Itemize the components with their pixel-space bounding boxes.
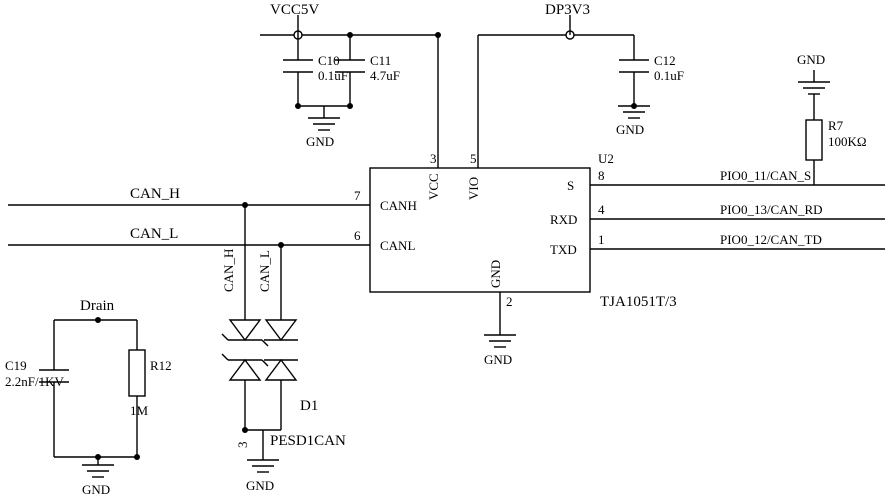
- r12-ref: R12: [150, 358, 172, 373]
- diode-d1: CAN_H CAN_L 3: [221, 205, 346, 493]
- net-can-l: CAN_L: [8, 226, 370, 248]
- ic-txd-label: TXD: [550, 242, 577, 257]
- ic-vcc-label: VCC: [426, 173, 441, 200]
- vcc5v-label: VCC5V: [270, 2, 319, 18]
- ic-part: TJA1051T/3: [600, 294, 677, 310]
- canl-label: CAN_L: [130, 226, 178, 242]
- res-r7: R7 100KΩ: [806, 118, 867, 185]
- pio-rd-label: PIO0_13/CAN_RD: [720, 202, 823, 217]
- net-can-rd: PIO0_13/CAN_RD: [590, 202, 885, 219]
- net-can-h: CAN_H: [8, 186, 370, 208]
- d1-pin3: 3: [235, 442, 250, 449]
- u2-ref: U2: [598, 151, 614, 166]
- c12-ref: C12: [654, 53, 676, 68]
- d1-pin1: CAN_H: [221, 249, 236, 292]
- gnd-drain-label: GND: [82, 482, 110, 497]
- c19-ref: C19: [5, 358, 27, 373]
- ic-canh-label: CANH: [380, 198, 417, 213]
- gnd-c10-c11: GND: [295, 103, 353, 149]
- c11-ref: C11: [370, 53, 391, 68]
- gnd-r7-label: GND: [797, 52, 825, 67]
- net-can-s: PIO0_11/CAN_S: [590, 168, 885, 185]
- ic-u2: U2 CANH CANL S RXD TXD VCC VIO GND 3 5 7…: [354, 151, 677, 310]
- pio-s-label: PIO0_11/CAN_S: [720, 168, 811, 183]
- c10-val: 0.1uF: [318, 68, 348, 83]
- dp3v3-label: DP3V3: [545, 2, 590, 18]
- cap-c12: C12 0.1uF GND: [616, 53, 684, 137]
- pio-td-label: PIO0_12/CAN_TD: [720, 232, 822, 247]
- ic-pin1: 1: [598, 232, 605, 247]
- net-dp3v3: DP3V3: [478, 2, 634, 168]
- ic-pin3: 3: [430, 151, 437, 166]
- cap-c10: C10 0.1uF: [283, 35, 348, 106]
- d1-part: PESD1CAN: [270, 433, 346, 449]
- canh-label: CAN_H: [130, 186, 180, 202]
- r7-ref: R7: [828, 118, 844, 133]
- ic-s-label: S: [567, 178, 574, 193]
- ic-rxd-label: RXD: [550, 212, 577, 227]
- cap-c19: C19 2.2nF/1KV: [5, 320, 69, 457]
- gnd-r7: GND: [797, 52, 830, 120]
- ic-gnd-label: GND: [488, 260, 503, 288]
- c19-val: 2.2nF/1KV: [5, 374, 64, 389]
- d1-pin2: CAN_L: [257, 250, 272, 292]
- r7-val: 100KΩ: [828, 134, 867, 149]
- c11-val: 4.7uF: [370, 68, 400, 83]
- gnd-d1-label: GND: [246, 478, 274, 493]
- ic-pin6: 6: [354, 228, 361, 243]
- ic-pin4: 4: [598, 202, 605, 217]
- gnd-c10c11-label: GND: [306, 134, 334, 149]
- res-r12: R12 1M: [129, 320, 172, 457]
- ic-canl-label: CANL: [380, 238, 415, 253]
- gnd-drain: GND: [54, 454, 140, 497]
- ic-pin2: 2: [506, 294, 513, 309]
- gnd-ic-label: GND: [484, 352, 512, 367]
- ic-pin7: 7: [354, 188, 361, 203]
- net-can-td: PIO0_12/CAN_TD: [590, 232, 885, 249]
- ic-vio-label: VIO: [466, 177, 481, 200]
- ic-pin8: 8: [598, 168, 605, 183]
- c12-val: 0.1uF: [654, 68, 684, 83]
- d1-ref: D1: [300, 398, 318, 414]
- gnd-c12-label: GND: [616, 122, 644, 137]
- net-drain: Drain: [54, 298, 137, 323]
- r12-val: 1M: [130, 403, 149, 418]
- drain-label: Drain: [80, 298, 115, 314]
- ic-pin5: 5: [470, 151, 477, 166]
